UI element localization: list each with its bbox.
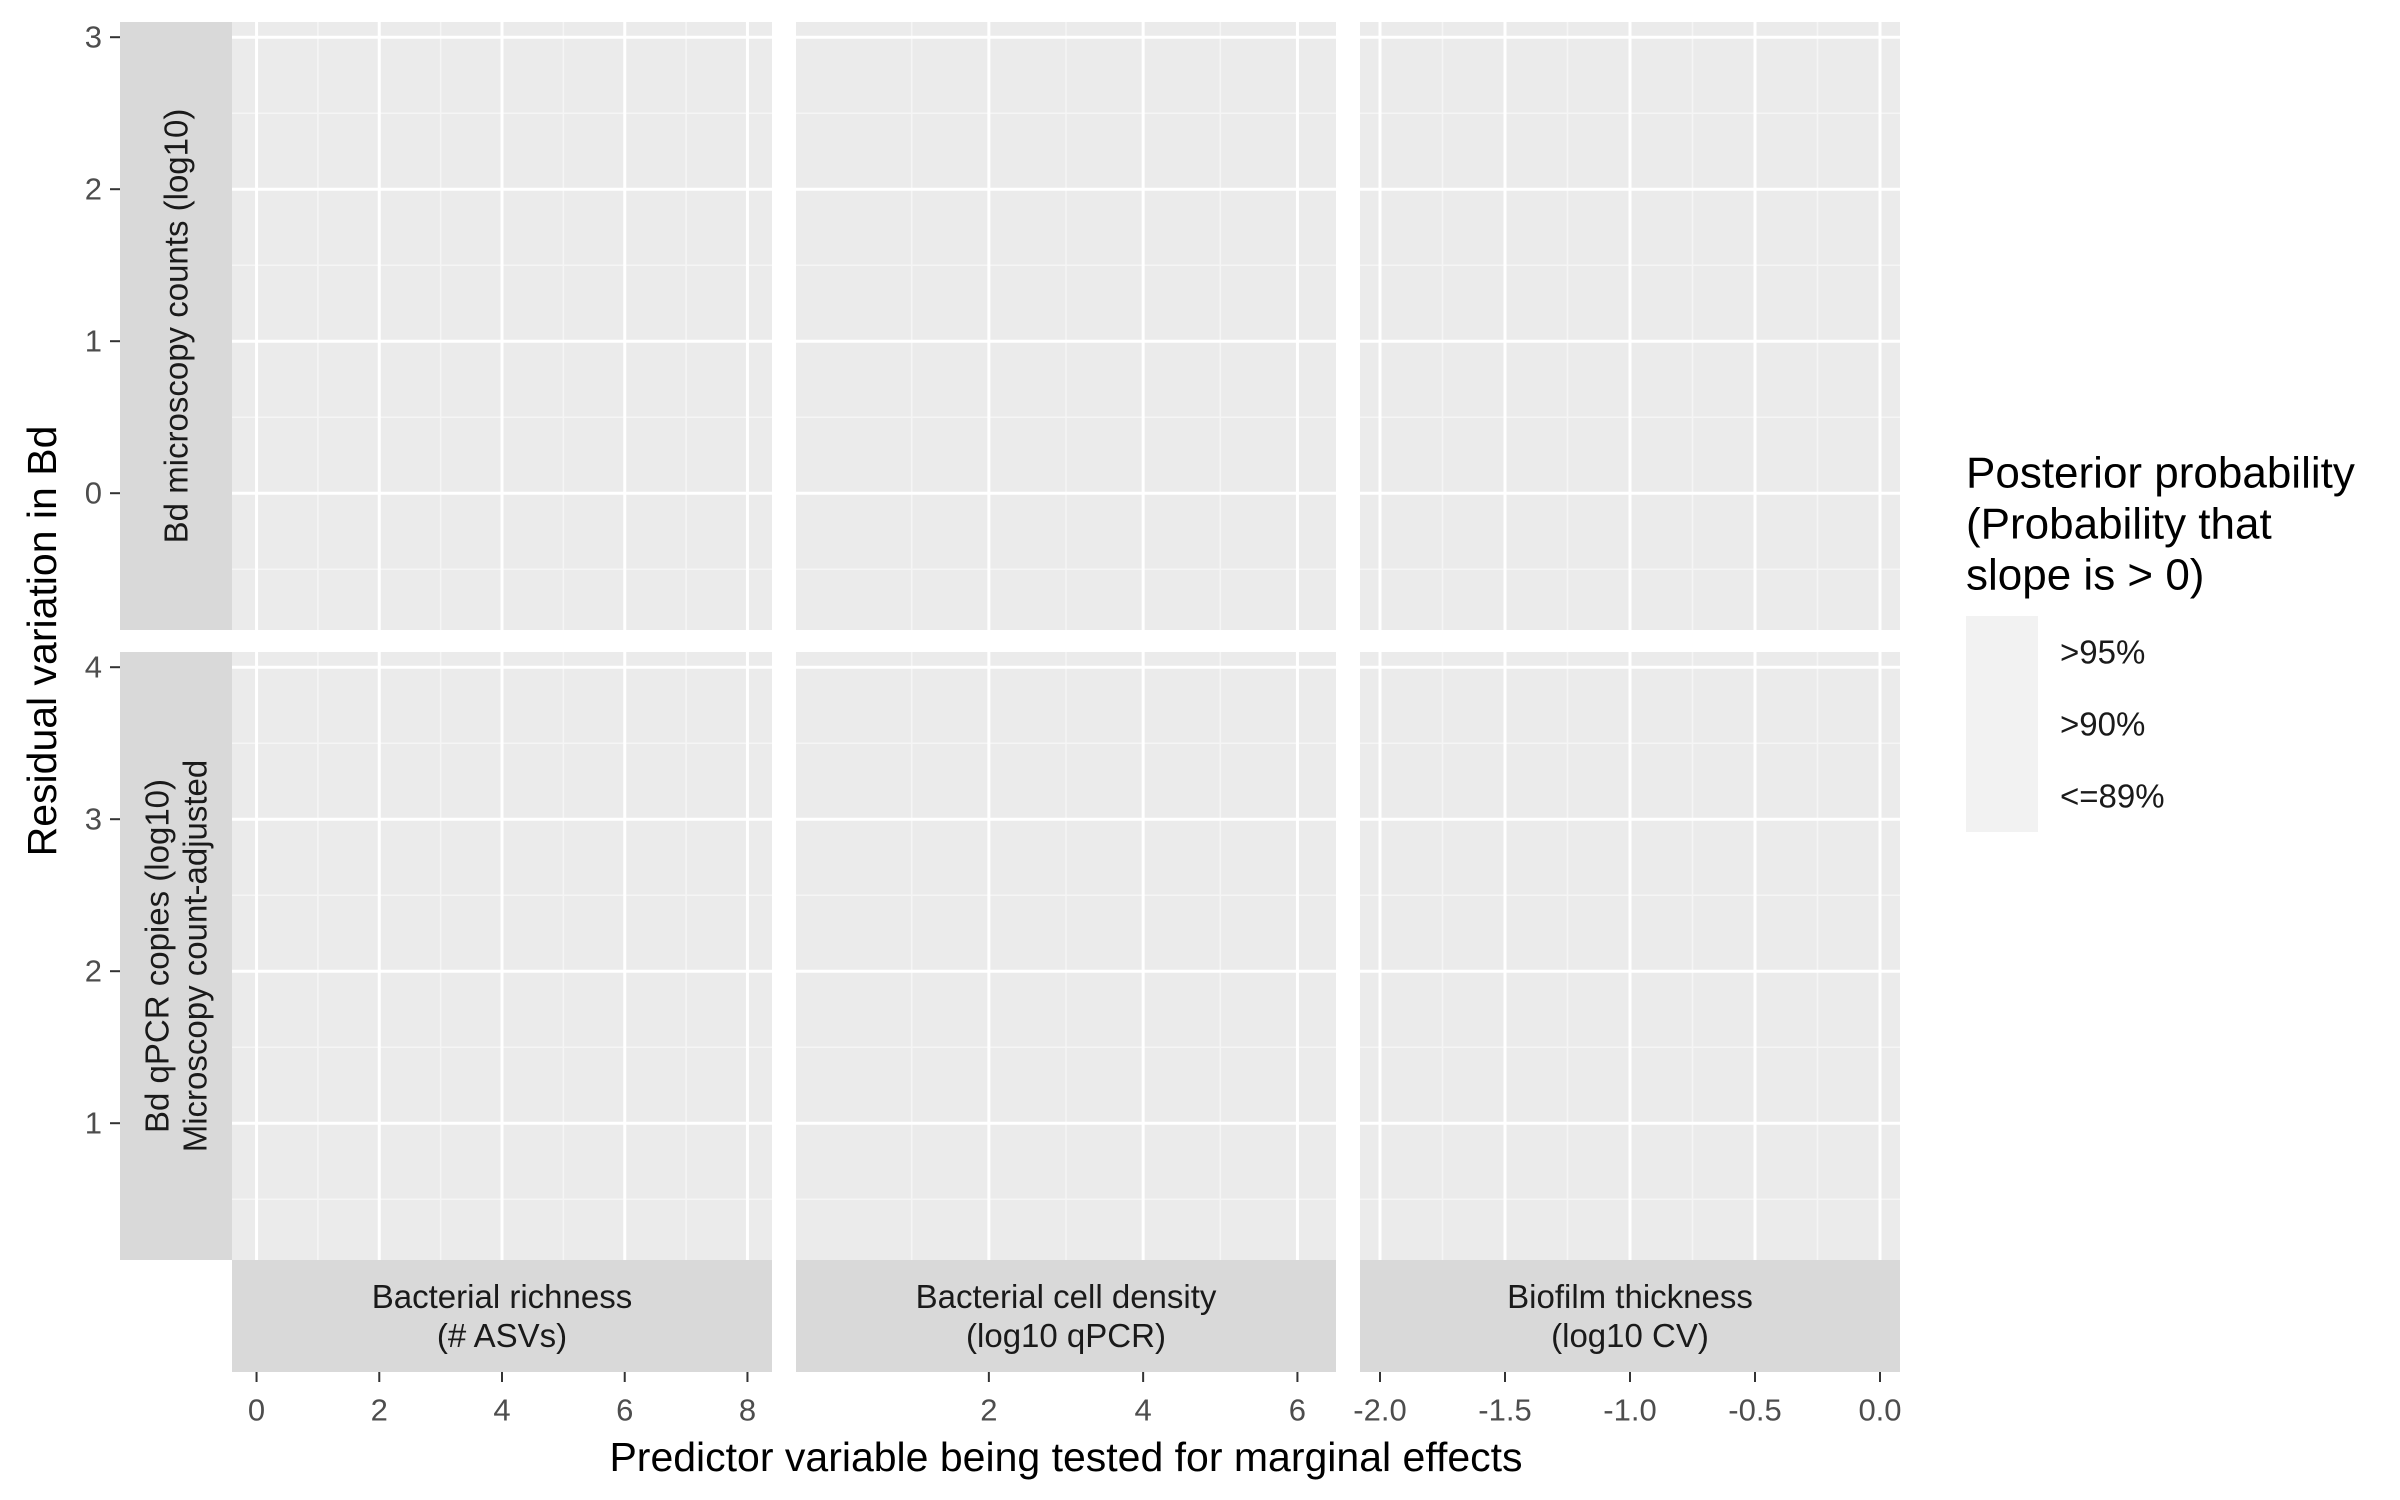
y-tick-label: 4 bbox=[85, 650, 102, 685]
panel-r2-c1 bbox=[232, 652, 772, 1260]
row-strip-label: Bd microscopy counts (log10) bbox=[158, 109, 195, 544]
row-strip-background bbox=[120, 22, 232, 630]
y-tick-label: 2 bbox=[85, 954, 102, 989]
column-strip-label: Biofilm thickness bbox=[1507, 1278, 1753, 1315]
row-strip-label: Microscopy count-adjusted bbox=[177, 760, 214, 1153]
column-strip-label: (log10 qPCR) bbox=[966, 1317, 1166, 1354]
panel-r2-c3 bbox=[1360, 652, 1900, 1260]
row-strip-label: Bd qPCR copies (log10) bbox=[139, 779, 176, 1133]
x-tick-label: -2.0 bbox=[1353, 1393, 1406, 1428]
panel-r1-c1 bbox=[232, 22, 772, 630]
legend-title: (Probability that bbox=[1966, 500, 2272, 549]
column-strip-label: (log10 CV) bbox=[1551, 1317, 1709, 1354]
column-strip-background bbox=[232, 1260, 772, 1372]
x-tick-label: 4 bbox=[493, 1393, 510, 1428]
x-tick-label: 2 bbox=[371, 1393, 388, 1428]
y-tick-label: 3 bbox=[85, 802, 102, 837]
y-axis-title: Residual variation in Bd bbox=[19, 426, 65, 857]
x-tick-label: -0.5 bbox=[1728, 1393, 1781, 1428]
panel-r2-c2 bbox=[796, 652, 1336, 1260]
x-tick-label: 2 bbox=[980, 1393, 997, 1428]
column-strip-label: Bacterial richness bbox=[372, 1278, 632, 1315]
column-strip-label: (# ASVs) bbox=[437, 1317, 567, 1354]
y-tick-label: 0 bbox=[85, 476, 102, 511]
x-tick-label: 8 bbox=[739, 1393, 756, 1428]
legend-label: >95% bbox=[2060, 634, 2145, 671]
x-tick-label: 4 bbox=[1135, 1393, 1152, 1428]
x-tick-label: -1.5 bbox=[1478, 1393, 1531, 1428]
x-tick-label: 6 bbox=[1289, 1393, 1306, 1428]
legend-key bbox=[1966, 688, 2038, 760]
column-strip-background bbox=[796, 1260, 1336, 1372]
y-tick-label: 3 bbox=[85, 20, 102, 55]
column-strip-label: Bacterial cell density bbox=[916, 1278, 1217, 1315]
legend-label: <=89% bbox=[2060, 778, 2165, 815]
x-tick-label: -1.0 bbox=[1603, 1393, 1656, 1428]
x-tick-label: 6 bbox=[616, 1393, 633, 1428]
row-strip-background bbox=[120, 652, 232, 1260]
legend-key bbox=[1966, 760, 2038, 832]
legend-title: slope is > 0) bbox=[1966, 551, 2204, 600]
panel-r1-c2 bbox=[796, 22, 1336, 630]
panel-r1-c3 bbox=[1360, 22, 1900, 630]
y-tick-label: 2 bbox=[85, 172, 102, 207]
column-strip-background bbox=[1360, 1260, 1900, 1372]
x-tick-label: 0 bbox=[248, 1393, 265, 1428]
y-tick-label: 1 bbox=[85, 1106, 102, 1141]
legend-title: Posterior probability bbox=[1966, 449, 2355, 498]
legend-key bbox=[1966, 616, 2038, 688]
legend-label: >90% bbox=[2060, 706, 2145, 743]
x-axis-title: Predictor variable being tested for marg… bbox=[609, 1434, 1522, 1480]
x-tick-label: 0.0 bbox=[1858, 1393, 1901, 1428]
y-tick-label: 1 bbox=[85, 324, 102, 359]
